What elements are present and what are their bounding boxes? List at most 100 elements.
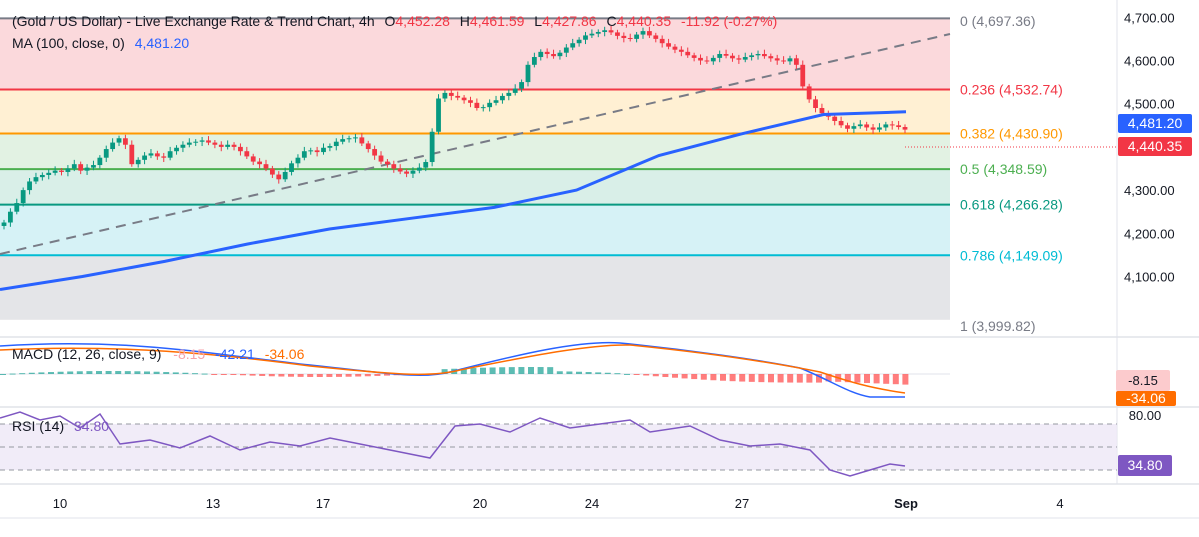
macd-hist-bar [67, 371, 74, 374]
candle-body [308, 150, 314, 152]
fib-zone-1 [0, 89, 950, 134]
macd-hist-bar [902, 374, 909, 385]
macd-hist-bar [211, 374, 218, 375]
candle-body [397, 168, 403, 172]
y-tick-label: 4,700.00 [1124, 10, 1175, 25]
macd-hist-badge: -8.15 [1116, 370, 1170, 391]
fib-zone-3 [0, 169, 950, 205]
macd-hist-bar [518, 367, 525, 374]
candle-body [730, 55, 735, 59]
rsi-line [0, 411, 906, 477]
ma-legend-value: 4,481.20 [135, 35, 190, 51]
macd-hist-bar [556, 371, 563, 374]
candle-body [768, 56, 774, 59]
candle-body [71, 164, 77, 169]
candle-body [65, 168, 71, 172]
ma-line-path [0, 110, 907, 291]
candle-body [877, 127, 882, 130]
candle-body [301, 151, 307, 158]
candle-body [646, 31, 652, 36]
macd-hist-bar [144, 371, 150, 374]
rsi-badge-text: 34.80 [1127, 457, 1162, 473]
macd-hist-bar [576, 371, 582, 374]
macd-hist-bar [528, 367, 534, 374]
rsi-upper-tick: 80.00 [1129, 408, 1162, 423]
candle-body [493, 100, 499, 103]
fib-zone-0 [0, 18, 950, 90]
candle-body [385, 161, 390, 165]
macd-hist-bar [355, 374, 362, 377]
macd-hist-bar [268, 374, 275, 377]
macd-hist-bar [38, 372, 45, 374]
macd-hist-bar [566, 371, 573, 374]
macd-hist-bar [537, 367, 544, 374]
candle-body [46, 172, 52, 175]
candle-body [468, 100, 473, 103]
macd-hist-bar [700, 374, 707, 380]
candle-body [199, 140, 205, 142]
candle-body [627, 38, 633, 40]
macd-hist-bar [777, 374, 784, 383]
candle-body [781, 60, 786, 62]
macd-hist-bar [480, 367, 486, 374]
candle-body [557, 52, 563, 57]
macd-hist-bar [115, 371, 122, 374]
macd-hist-bar [316, 374, 323, 377]
candle-body [116, 138, 122, 143]
candle-body [889, 124, 895, 126]
macd-hist-bar [124, 371, 131, 374]
candle-body [691, 55, 697, 58]
candle-body [429, 131, 435, 163]
x-tick-label: 20 [473, 496, 487, 511]
fib-zone-4 [0, 204, 950, 256]
macd-hist-bar [672, 374, 678, 378]
macd-hist-bar [739, 374, 746, 382]
macd-hist-bar [825, 374, 832, 382]
macd-legend-macd: -42.21 [215, 346, 255, 362]
macd-hist-bar [460, 368, 467, 374]
candle-body [531, 57, 537, 65]
candle-body [84, 167, 90, 171]
fib-trend-line [0, 33, 951, 255]
candle-body [806, 86, 812, 100]
candle-body [864, 124, 870, 128]
candle-body [33, 177, 39, 182]
macd-hist-bar [662, 374, 669, 378]
candle-body [896, 125, 902, 128]
macd-hist-bar [345, 374, 352, 377]
candle-body [238, 146, 243, 152]
macd-hist-bar [96, 371, 102, 374]
fib-label-5: 0.786 (4,149.09) [960, 247, 1063, 263]
macd-hist-bar [864, 374, 870, 383]
low-label: L [534, 13, 542, 29]
fib-label-4: 0.618 (4,266.28) [960, 197, 1063, 213]
candle-body [289, 163, 294, 172]
rsi-badge: 34.80 [1118, 455, 1172, 476]
x-tick-label: 4 [1056, 496, 1063, 511]
candle-body [576, 39, 582, 44]
candle-body [704, 60, 710, 62]
candle-body [512, 88, 518, 93]
candle-body [391, 164, 397, 169]
macd-hist-bar [28, 372, 35, 374]
macd-hist-bar [57, 371, 64, 374]
candle-body [39, 174, 45, 178]
macd-hist-bar [873, 374, 880, 384]
macd-hist-bar [806, 374, 813, 383]
candle-body [717, 54, 723, 58]
macd-hist-bar [710, 374, 717, 381]
candle-body [519, 82, 524, 89]
candle-body [774, 58, 780, 61]
candle-body [52, 170, 58, 173]
candle-body [282, 171, 288, 180]
ma-price-badge-text: 4,481.20 [1128, 115, 1183, 131]
macd-hist-bar [153, 371, 160, 374]
candle-body [20, 190, 26, 204]
candle-body [7, 211, 13, 223]
candle-body [161, 156, 167, 158]
macd-hist-badge-text: -8.15 [1128, 373, 1158, 388]
y-tick-label: 4,500.00 [1124, 97, 1175, 112]
low-value: 4,427.86 [542, 13, 597, 29]
x-tick-label: 17 [316, 496, 330, 511]
